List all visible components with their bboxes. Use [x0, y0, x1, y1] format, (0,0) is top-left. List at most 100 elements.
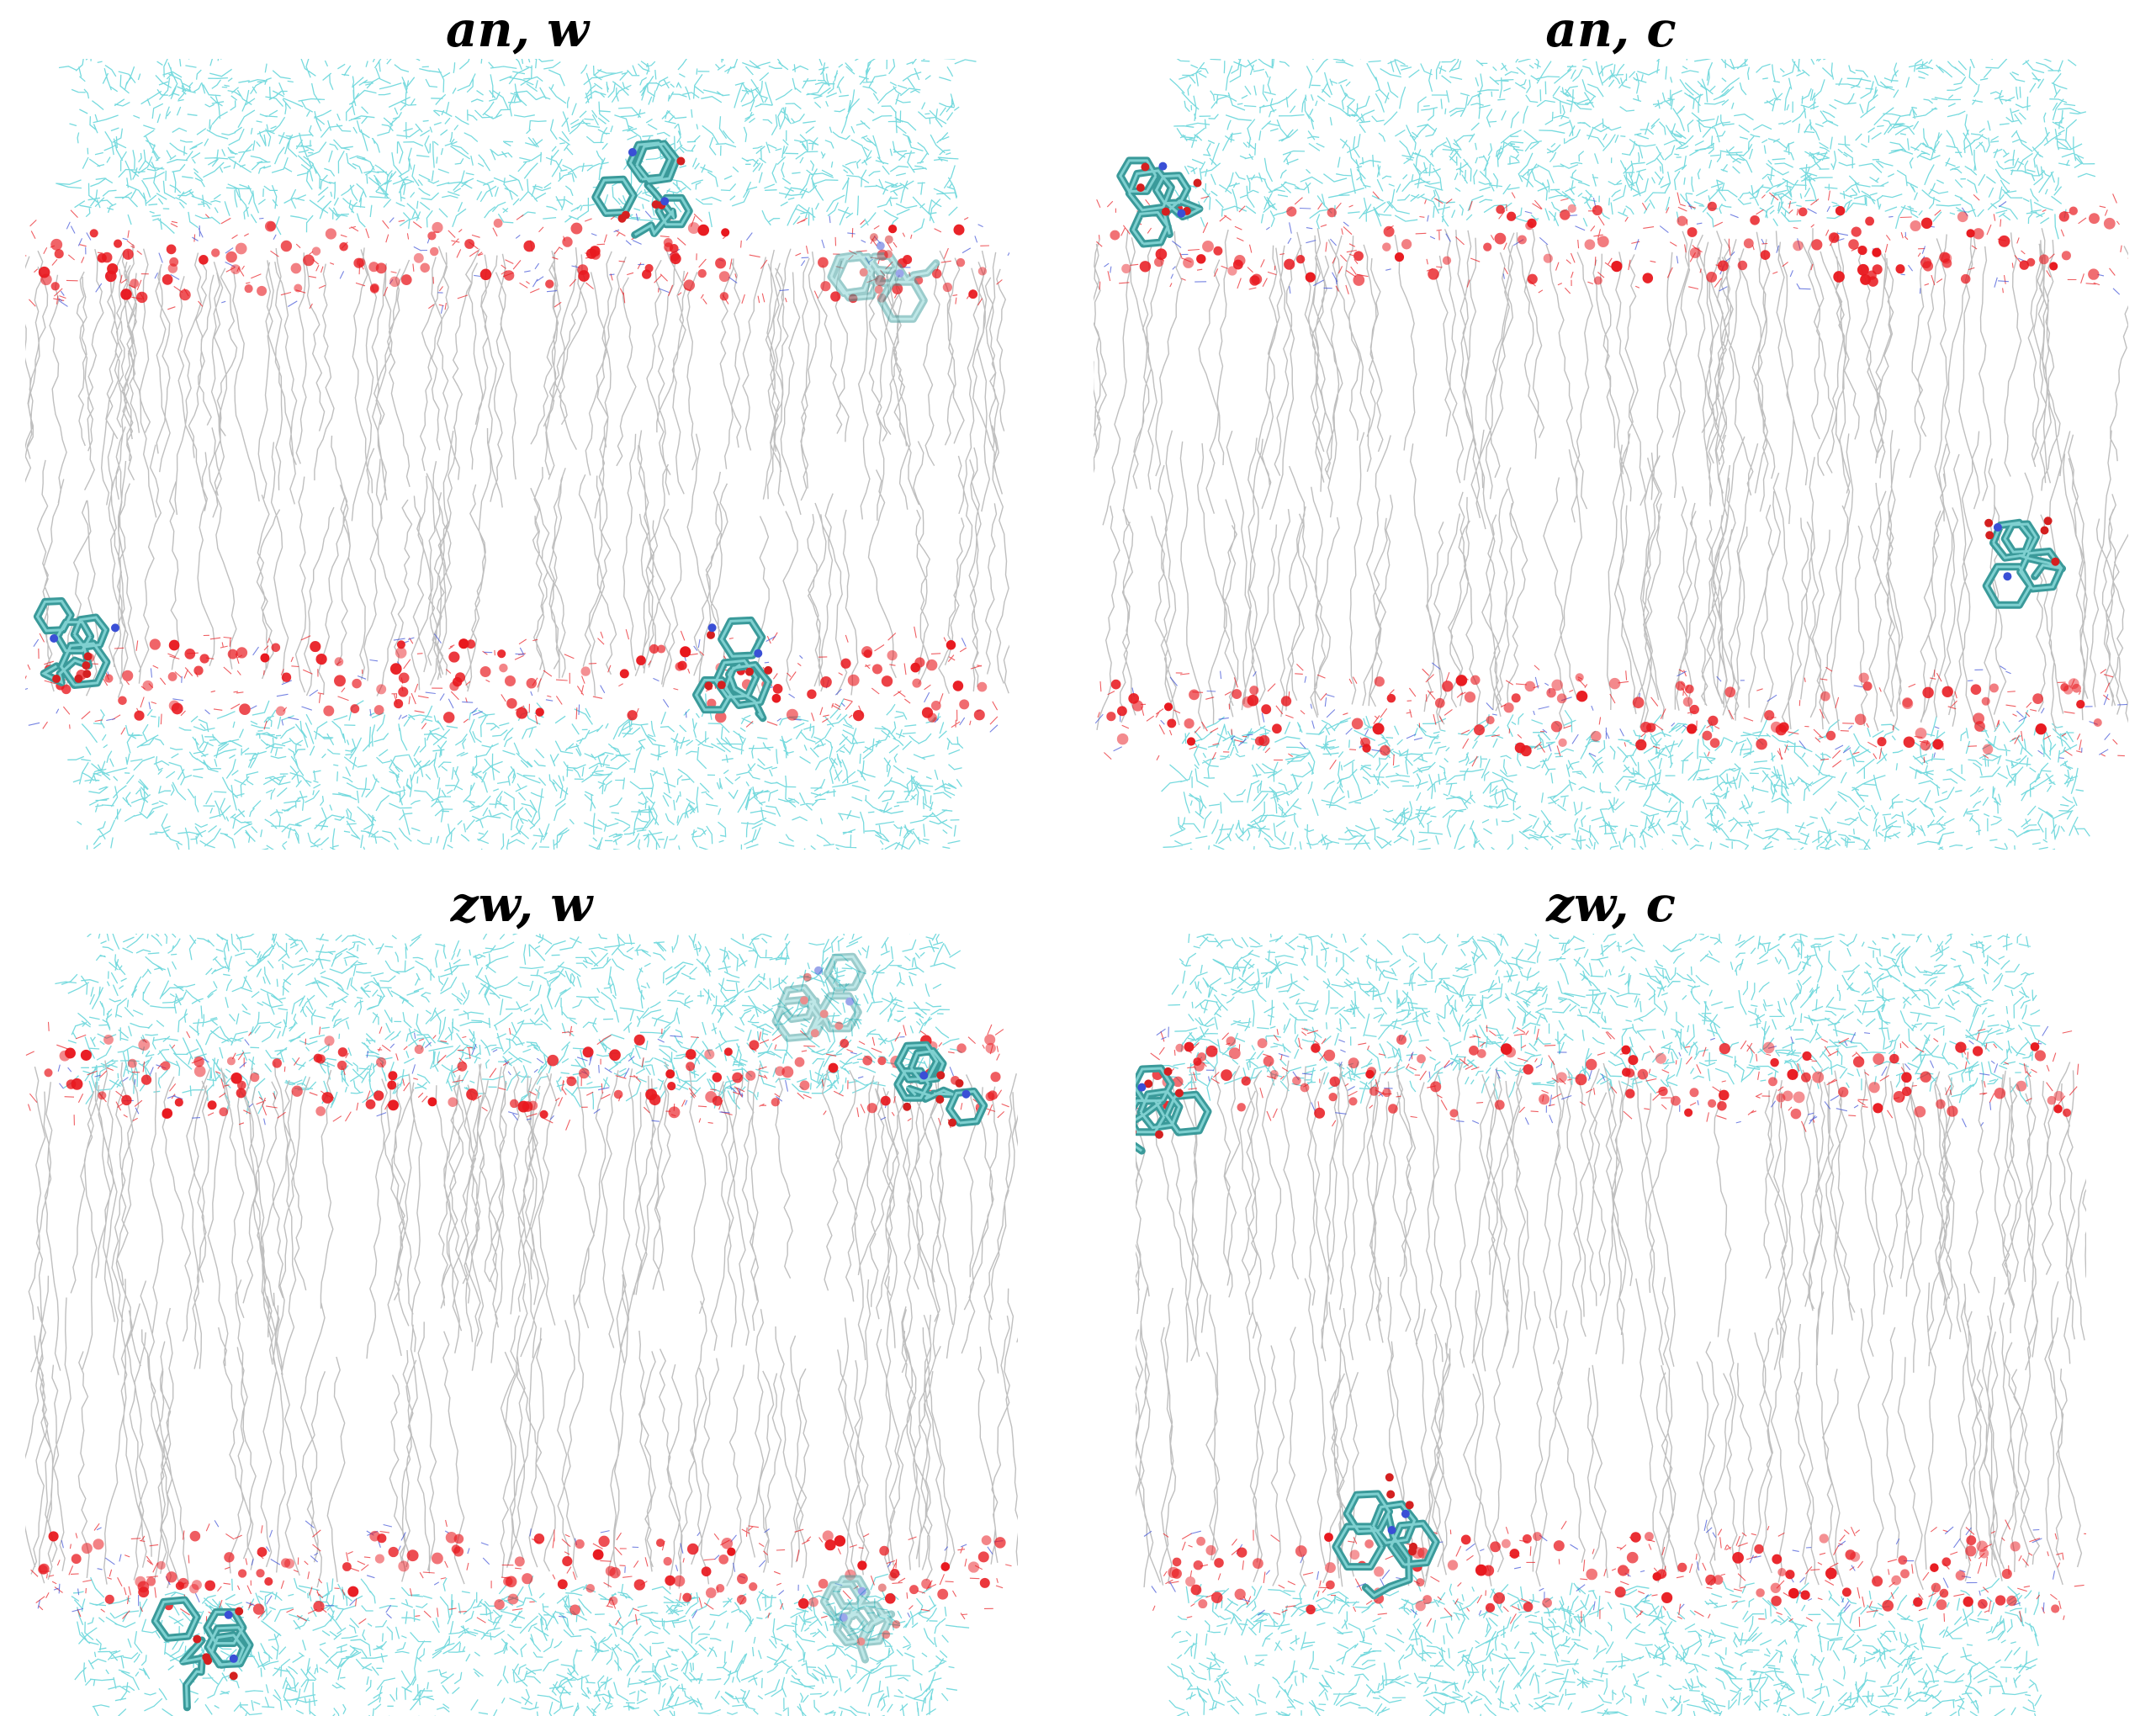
phosphate-atom [880, 1095, 891, 1106]
phosphate-atom [352, 678, 362, 689]
phosphate-atom [290, 262, 302, 274]
phosphate-atom [1825, 1567, 1837, 1580]
phosphate-atom [1295, 255, 1306, 264]
phosphate-atom [1621, 1045, 1631, 1055]
phosphate-atom [820, 675, 832, 688]
phosphate-atom [1872, 1576, 1883, 1587]
phosphate-atom [665, 1575, 675, 1586]
phosphate-atom [578, 270, 590, 282]
phosphate-atom [1893, 1090, 1905, 1103]
phosphate-atom [1525, 221, 1534, 230]
phosphate-atom [1202, 240, 1214, 252]
phosphate-atom [1902, 697, 1914, 710]
phosphate-atom [1258, 734, 1270, 747]
phosphate-atom [167, 263, 178, 273]
phosphate-atom [1163, 702, 1173, 712]
phosphate-atom [303, 254, 315, 267]
phosphate-atom [464, 239, 475, 249]
phosphate-atom [1585, 1058, 1597, 1071]
simulation-svg [25, 59, 1009, 850]
phosphate-atom [979, 1577, 990, 1588]
phosphate-atom [1249, 686, 1259, 696]
phosphate-atom [1551, 679, 1564, 691]
phosphate-atom [311, 246, 321, 256]
phosphate-atom [211, 248, 220, 257]
phosphate-atom [199, 255, 209, 265]
phosphate-atom [264, 1577, 273, 1586]
phosphate-atom [1394, 252, 1405, 262]
phosphate-atom [1857, 246, 1867, 256]
phosphate-atom [239, 703, 251, 716]
membrane-snapshot [25, 59, 1009, 850]
phosphate-atom [291, 1085, 303, 1097]
phosphate-atom [977, 1551, 989, 1563]
phosphate-atom [1167, 718, 1177, 728]
phosphate-atom [499, 663, 508, 673]
lipid-tails [25, 1060, 1018, 1590]
phosphate-atom [1782, 1090, 1793, 1102]
phosphate-atom [736, 1594, 747, 1605]
phosphate-atom [633, 1579, 645, 1591]
phosphate-atom [1584, 239, 1596, 251]
simulation-svg [25, 934, 1018, 1716]
phosphate-atom [1932, 739, 1944, 750]
phosphate-atom [244, 284, 253, 294]
phosphate-atom [609, 1049, 621, 1062]
phosphate-atom [959, 699, 970, 710]
phosphate-atom [1737, 260, 1748, 271]
phosphate-atom [973, 709, 985, 721]
phosphate-atom [668, 1106, 681, 1119]
phosphate-atom [1263, 1056, 1274, 1067]
drug-molecule [33, 597, 119, 689]
phosphate-atom [313, 1601, 325, 1613]
phosphate-atom [701, 1566, 712, 1577]
phosphate-atom [334, 675, 346, 687]
phosphate-atom [356, 257, 366, 267]
water-layer [1158, 934, 2047, 1105]
phosphate-atom [1858, 672, 1869, 683]
phosphate-atom [497, 649, 506, 659]
phosphate-atom [1300, 1083, 1310, 1093]
phosphate-atom [1469, 1046, 1479, 1056]
phosphate-atom [1670, 1095, 1681, 1106]
phosphate-atom [142, 680, 154, 691]
phosphate-atom [350, 704, 360, 714]
phosphate-atom [368, 262, 379, 273]
phosphate-atom [686, 1049, 697, 1060]
phosphate-atom [2053, 1090, 2064, 1101]
phosphate-atom [1575, 673, 1584, 682]
phosphate-atom [89, 229, 98, 238]
phosphate-atom [1501, 1539, 1511, 1549]
phosphate-atom [1854, 713, 1867, 725]
phosphate-atom [1214, 1558, 1224, 1568]
phosphate-atom [118, 696, 127, 706]
phosphate-atom [1632, 696, 1645, 709]
phosphate-atom [175, 1581, 184, 1591]
phosphate-atom [707, 698, 717, 708]
phosphate-atom [162, 1110, 171, 1119]
phosphate-atom [1455, 675, 1468, 686]
phosphate-atom [449, 681, 459, 691]
phosphate-atom [1655, 1052, 1666, 1064]
phosphate-atom [946, 640, 956, 650]
phosphate-atom [591, 250, 601, 260]
phosphate-atom [1280, 696, 1292, 707]
phosphate-atom [227, 649, 238, 659]
panel-title: an, w [445, 1, 590, 58]
phosphate-atom [1374, 1566, 1385, 1577]
phosphate-atom [281, 1558, 291, 1568]
phosphate-atom [1198, 1599, 1208, 1609]
phosphate-atom [1494, 232, 1507, 245]
phosphate-atom [1269, 1070, 1279, 1079]
phosphate-atom [1713, 1575, 1724, 1585]
phosphate-atom [134, 710, 145, 721]
phosphate-atom [665, 1069, 675, 1079]
phosphate-atom [1920, 257, 1932, 269]
phosphate-atom [264, 220, 276, 232]
phosphate-atom [627, 710, 638, 721]
phosphate-atom [1708, 715, 1719, 726]
phosphate-atom [113, 239, 123, 248]
phosphate-atom [1190, 1584, 1202, 1596]
phosphate-atom [877, 1057, 887, 1066]
drug-molecule [819, 1572, 901, 1664]
